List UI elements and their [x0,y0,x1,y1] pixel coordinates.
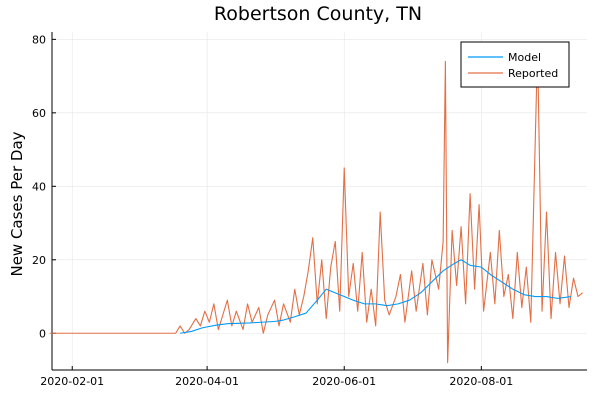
series-line-model [180,259,572,334]
series-line-reported [49,46,583,364]
x-tick-label-2: 2020-06-01 [312,375,376,388]
x-tick-label-3: 2020-08-01 [449,375,513,388]
legend-label-model: Model [508,51,541,64]
legend-box [460,41,570,88]
legend: Model Reported [460,41,570,88]
y-ticks: 0 20 40 60 80 [32,33,56,340]
x-tick-label-0: 2020-02-01 [40,375,104,388]
series-lines [49,46,583,364]
y-tick-label-3: 60 [32,107,46,120]
y-tick-label-2: 40 [32,180,46,193]
x-tick-label-1: 2020-04-01 [175,375,239,388]
legend-label-reported: Reported [508,67,558,80]
x-ticks: 2020-02-01 2020-04-01 2020-06-01 2020-08-01 [40,366,513,388]
y-tick-label-4: 80 [32,33,46,46]
y-tick-label-0: 0 [39,327,46,340]
axes [51,32,587,371]
y-axis-label: New Cases Per Day [8,131,26,276]
chart-title: Robertson County, TN [214,3,422,25]
y-tick-label-1: 20 [32,254,46,267]
